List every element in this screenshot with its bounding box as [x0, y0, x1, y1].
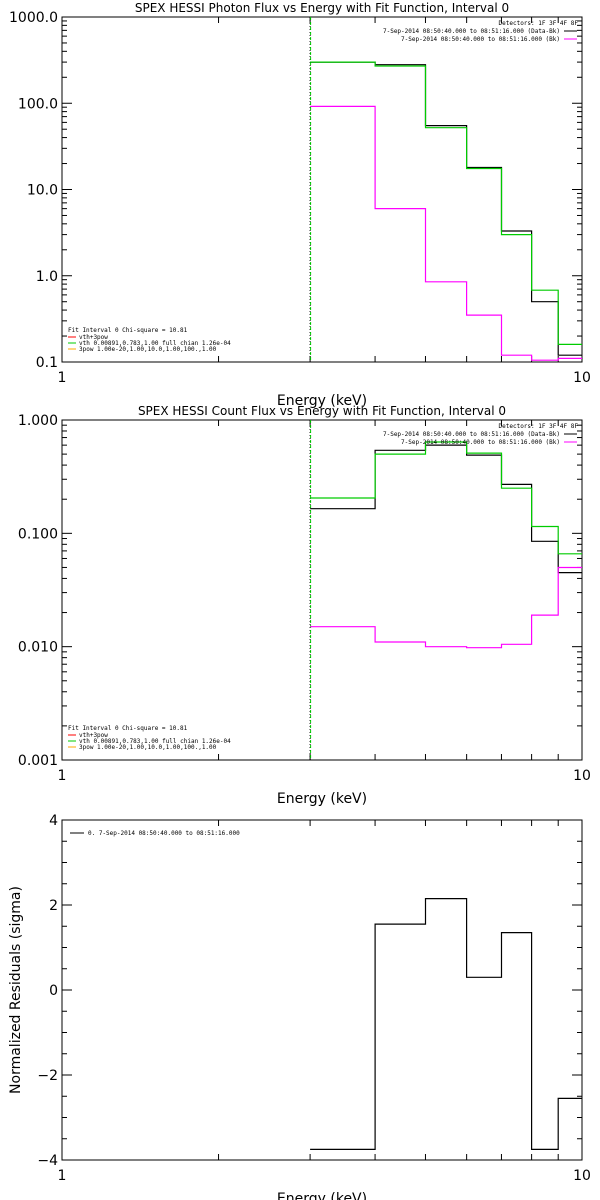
panel1-y-tick-label: 0.1 [36, 355, 58, 371]
panel2-legend-fit-item: vth+3pow [79, 732, 108, 739]
panel1-legend-fit-item: vth+3pow [79, 334, 108, 341]
panel3-y-axis-label: Normalized Residuals (sigma) [8, 886, 24, 1094]
panel1-series-3-step [310, 105, 582, 361]
panel2-legend-fit-item: 3pow 1.00e-20,1.00,10.0,1.00,100.,1.00 [79, 744, 217, 751]
panel2-y-tick-label: 1.000 [18, 413, 58, 429]
panel3-x-tick-label: 1 [58, 1168, 67, 1184]
panel1-legend-interval-text: 7-Sep-2014 08:50:40.000 to 08:51:16.000 … [401, 36, 560, 43]
panel1-y-tick-label: 100.0 [18, 96, 58, 112]
panel3-x-tick-label: 10 [573, 1168, 591, 1184]
panel3-y-tick-label: 4 [49, 813, 58, 829]
panel2-x-tick-label: 1 [58, 768, 67, 784]
panel1-chart-title: SPEX HESSI Photon Flux vs Energy with Fi… [135, 1, 509, 15]
panel3-y-tick-label: 0 [49, 983, 58, 999]
panel2-series-3-step [310, 566, 582, 649]
panel1-legend-interval-text: 7-Sep-2014 08:50:40.000 to 08:51:16.000 … [383, 28, 560, 35]
panel3-plot-frame [61, 819, 583, 1161]
panel1-x-tick-label: 10 [573, 370, 591, 386]
panel1-legend-fit-item: vth 0.00891,0.783,1.00 full chian 1.26e-… [79, 340, 231, 347]
panel2-x-tick-label: 10 [573, 768, 591, 784]
panel1-legend-fit-header: Fit Interval 0 Chi-square = 10.81 [68, 327, 188, 334]
panel2-series-2-step [310, 441, 582, 555]
panel1-legend-detectors: Detectors: 1F 3F 4F 8F [499, 20, 579, 27]
panel2-legend-detectors: Detectors: 1F 3F 4F 8F [499, 423, 579, 430]
panel2-y-tick-label: 0.010 [18, 640, 58, 656]
panel1-plot-frame [61, 16, 583, 363]
panel2-y-tick-label: 0.001 [18, 753, 58, 769]
panel1-y-tick-label: 1000.0 [9, 10, 58, 26]
panel1-y-tick-label: 1.0 [36, 269, 58, 285]
panel1-x-tick-label: 1 [58, 370, 67, 386]
panel2-legend-fit-header: Fit Interval 0 Chi-square = 10.81 [68, 725, 188, 732]
panel1-series-2-step [310, 61, 582, 345]
panel2-legend-interval-text: 7-Sep-2014 08:50:40.000 to 08:51:16.000 … [401, 439, 560, 446]
panel3-y-tick-label: −2 [37, 1068, 58, 1084]
panel3-y-tick-label: −4 [37, 1153, 58, 1169]
panel1-legend-fit-item: 3pow 1.00e-20,1.00,10.0,1.00,100.,1.00 [79, 346, 217, 353]
panel2-legend-interval-text: 7-Sep-2014 08:50:40.000 to 08:51:16.000 … [383, 431, 560, 438]
panel2-legend-fit-item: vth 0.00891,0.783,1.00 full chian 1.26e-… [79, 738, 231, 745]
panel2-y-tick-label: 0.100 [18, 526, 58, 542]
panel2-chart-title: SPEX HESSI Count Flux vs Energy with Fit… [138, 404, 506, 418]
panel2-x-axis-label: Energy (keV) [277, 791, 367, 807]
panel3-series-1-step [310, 898, 582, 1150]
panel1-x-axis-label: Energy (keV) [277, 393, 367, 409]
panel2-plot-frame [61, 419, 583, 761]
panel2-series-1-step [310, 444, 582, 574]
panel3-legend-residual-item: 0. 7-Sep-2014 08:50:40.000 to 08:51:16.0… [88, 830, 240, 837]
panel3-x-axis-label: Energy (keV) [277, 1191, 367, 1200]
panel3-y-tick-label: 2 [49, 898, 58, 914]
panel1-series-1-step [310, 61, 582, 356]
panel1-y-tick-label: 10.0 [27, 183, 58, 199]
